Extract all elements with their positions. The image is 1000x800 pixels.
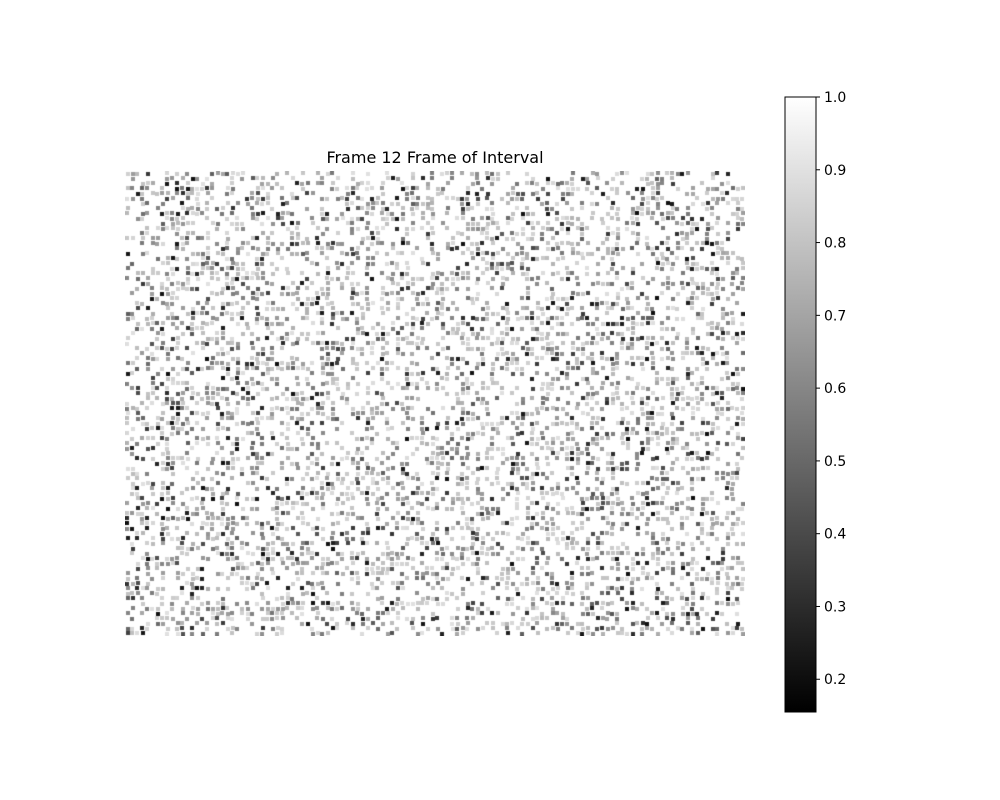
colorbar-tick-label: 0.9 bbox=[824, 163, 846, 179]
noise-heatmap bbox=[125, 171, 745, 636]
colorbar-tick-label: 0.6 bbox=[824, 381, 846, 397]
colorbar-tick-label: 0.8 bbox=[824, 236, 846, 252]
colorbar-frame bbox=[784, 96, 817, 713]
colorbar-tick-label: 0.7 bbox=[824, 308, 846, 324]
colorbar-tick-label: 1.0 bbox=[824, 90, 846, 106]
colorbar-ticks: 0.2 0.3 0.4 0.5 0.6 0.7 0.8 0.9 1.0 bbox=[816, 90, 846, 688]
plot-title: Frame 12 Frame of Interval bbox=[326, 148, 544, 167]
colorbar-tick-label: 0.2 bbox=[824, 672, 846, 688]
colorbar-tick-label: 0.4 bbox=[824, 527, 846, 543]
colorbar-tick-label: 0.3 bbox=[824, 599, 846, 615]
colorbar-gradient bbox=[785, 97, 816, 712]
colorbar-tick-label: 0.5 bbox=[824, 454, 846, 470]
